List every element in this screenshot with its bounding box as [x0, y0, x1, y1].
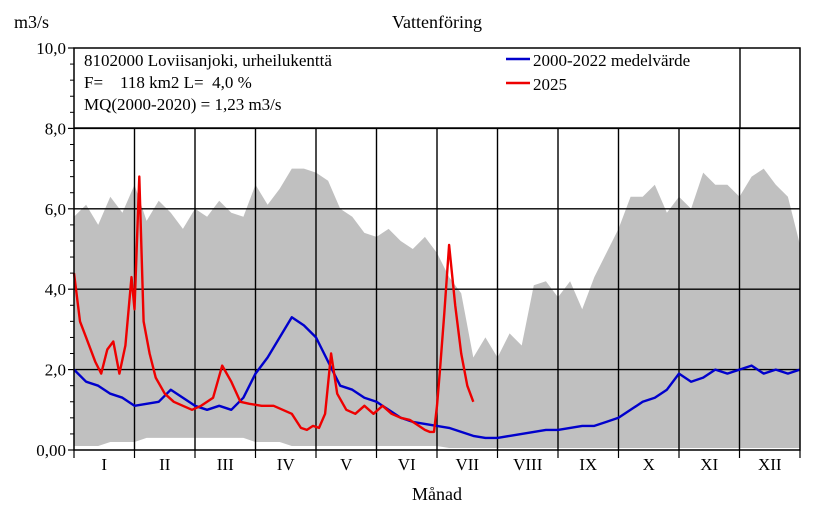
x-tick-label: I: [101, 455, 107, 474]
y-tick-label: 2,0: [45, 361, 66, 380]
y-tick-label: 8,0: [45, 119, 66, 138]
x-tick-label: X: [643, 455, 655, 474]
y-tick-label: 6,0: [45, 200, 66, 219]
series-line-mean: [73, 316, 801, 440]
info-box: [74, 48, 740, 128]
x-axis-label: Månad: [412, 484, 462, 504]
x-tick-label: VII: [455, 455, 479, 474]
x-tick-label: VI: [398, 455, 416, 474]
y-axis-unit: m3/s: [14, 12, 49, 32]
info-line-area: F= 118 km2 L= 4,0 %: [84, 73, 252, 92]
series-line-2025: [72, 175, 475, 434]
y-tick-label: 0,00: [36, 441, 66, 460]
x-tick-label: III: [217, 455, 234, 474]
x-axis-ticks: I II III IV V VI VII VIII IX X XI XII: [73, 450, 801, 474]
legend-label-mean: 2000-2022 medelvärde: [533, 51, 690, 70]
chart-title: Vattenföring: [392, 12, 482, 32]
x-tick-label: XI: [700, 455, 718, 474]
x-tick-label: XII: [758, 455, 782, 474]
x-tick-label: II: [159, 455, 171, 474]
legend-label-2025: 2025: [533, 75, 567, 94]
x-tick-label: VIII: [513, 455, 543, 474]
x-tick-label: V: [340, 455, 353, 474]
info-line-mq: MQ(2000-2020) = 1,23 m3/s: [84, 95, 282, 114]
info-line-station: 8102000 Loviisanjoki, urheilukenttä: [84, 51, 332, 70]
y-axis-ticks: 0,00 2,0 4,0 6,0 8,0 10,0: [36, 39, 74, 460]
series-lines: [72, 175, 801, 440]
y-tick-label: 10,0: [36, 39, 66, 58]
x-tick-label: IV: [277, 455, 296, 474]
y-tick-label: 4,0: [45, 280, 66, 299]
x-tick-label: IX: [579, 455, 597, 474]
